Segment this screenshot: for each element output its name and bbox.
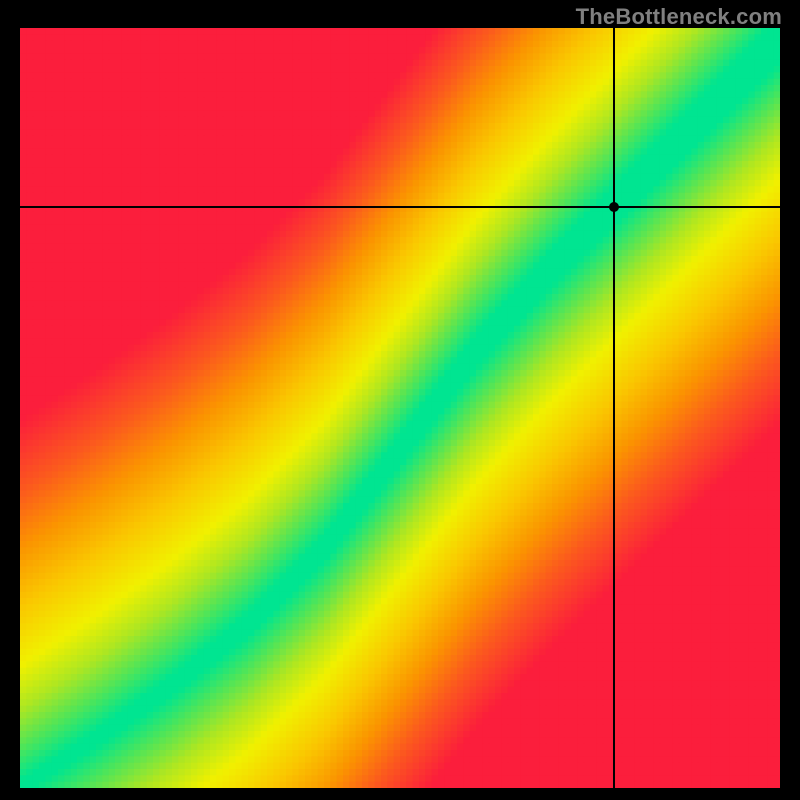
crosshair-vertical xyxy=(613,28,615,788)
crosshair-point xyxy=(609,202,619,212)
plot-area xyxy=(20,28,780,788)
bottleneck-heatmap xyxy=(20,28,780,788)
crosshair-horizontal xyxy=(20,206,780,208)
watermark-text: TheBottleneck.com xyxy=(576,4,782,30)
